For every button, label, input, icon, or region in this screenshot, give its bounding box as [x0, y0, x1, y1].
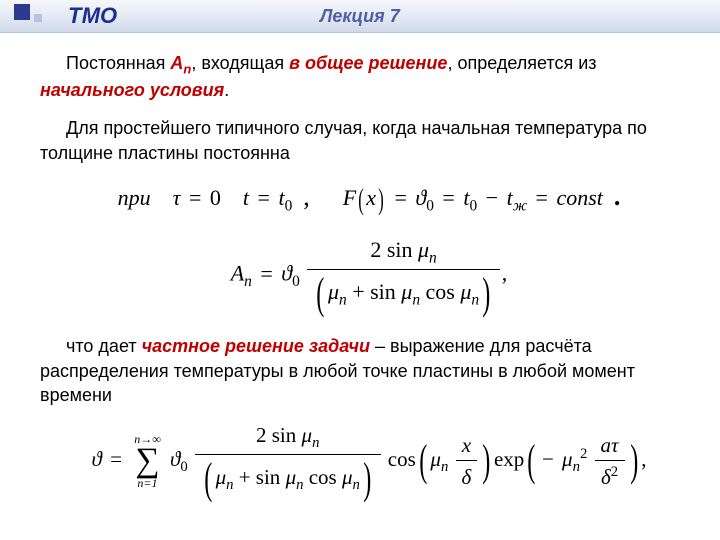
slide-header: ТМО Лекция 7 — [0, 0, 720, 33]
p1-text-b: , входящая — [191, 53, 289, 73]
equation-an: An = ϑ0 2 sin μn (μn + sin μn cos μn) , — [40, 235, 698, 316]
course-title: ТМО — [68, 3, 117, 29]
p3-red: частное решение задачи — [142, 336, 370, 356]
p1-red1: в общее решение — [289, 53, 447, 73]
p1-text-a: Постоянная — [66, 53, 170, 73]
p1-text-d: . — [224, 80, 229, 100]
header-bullet-large — [14, 4, 30, 20]
paragraph-3: что дает частное решение задачи – выраже… — [40, 334, 698, 407]
p3-text-a: что дает — [66, 336, 142, 356]
p1-const: An — [170, 53, 191, 73]
paragraph-1: Постоянная An, входящая в общее решение,… — [40, 51, 698, 102]
slide-content: Постоянная An, входящая в общее решение,… — [0, 33, 720, 501]
paragraph-2: Для простейшего типичного случая, когда … — [40, 116, 698, 165]
header-bullet-small — [34, 14, 42, 22]
equation-initial-condition: при τ = 0 t = t0 , F(x) = ϑ0 = t0 − tж =… — [40, 179, 698, 217]
equation-theta-solution: ϑ = n→∞ ∑ n=1 ϑ0 2 sin μn (μn + sin μn c… — [40, 421, 698, 501]
lecture-label: Лекция 7 — [320, 6, 400, 27]
p1-red2: начального условия — [40, 80, 224, 100]
p1-text-c: , определяется из — [447, 53, 596, 73]
